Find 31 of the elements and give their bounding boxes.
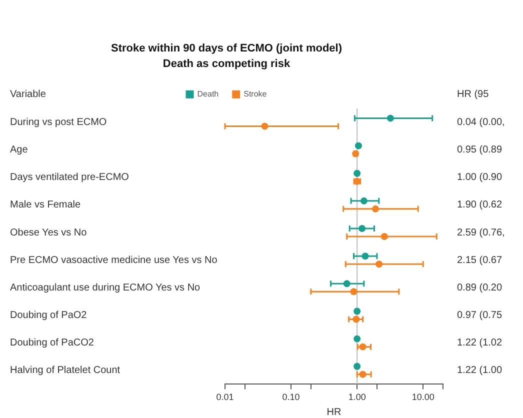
y-tick-label: Male vs Female	[10, 200, 82, 211]
text: Variable	[10, 89, 46, 100]
text: HR (95	[457, 89, 490, 100]
x-tick-label: 0.01	[216, 392, 234, 402]
legend-label: Stroke	[244, 90, 268, 99]
data-label: 2.59 (0.76,	[457, 227, 505, 238]
x-tick-label: 10.00	[412, 392, 434, 402]
legend-label: Death	[197, 90, 219, 99]
y-tick-label: Age	[10, 144, 28, 156]
data-label: 1.22 (1.02	[457, 338, 502, 349]
y-tick-label: During vs post ECMO	[10, 116, 107, 128]
x-axis-title: HR	[326, 406, 342, 418]
y-tick-label: Halving of Platelet Count	[10, 365, 120, 376]
x-tick-label: 1.00	[348, 392, 366, 402]
data-label: 2.15 (0.67	[457, 254, 502, 266]
y-tick-label: Anticoagulant use during ECMO Yes vs No	[10, 282, 201, 294]
x-tick-label: 0.10	[282, 392, 300, 402]
data-label: 0.95 (0.89	[457, 144, 502, 156]
chart-subtitle: Death as competing risk	[162, 58, 291, 70]
y-tick-label: Doubing of PaCO2	[10, 338, 94, 349]
data-label: 1.22 (1.00	[457, 365, 502, 376]
data-label: 1.90 (0.62	[457, 200, 502, 211]
y-tick-label: Doubing of PaO2	[10, 310, 88, 321]
data-label: 0.04 (0.00,	[457, 116, 505, 128]
y-tick-label: Days ventilated pre-ECMO	[10, 172, 130, 184]
data-label: 1.00 (0.90	[457, 172, 502, 184]
data-label: 0.89 (0.20	[457, 282, 502, 294]
data-label: 0.97 (0.75	[457, 310, 502, 321]
y-tick-label: Pre ECMO vasoactive medicine use Yes vs No	[10, 254, 218, 266]
y-tick-label: Obese Yes vs No	[10, 227, 88, 238]
chart-title: Stroke within 90 days of ECMO (joint model)	[110, 42, 342, 55]
